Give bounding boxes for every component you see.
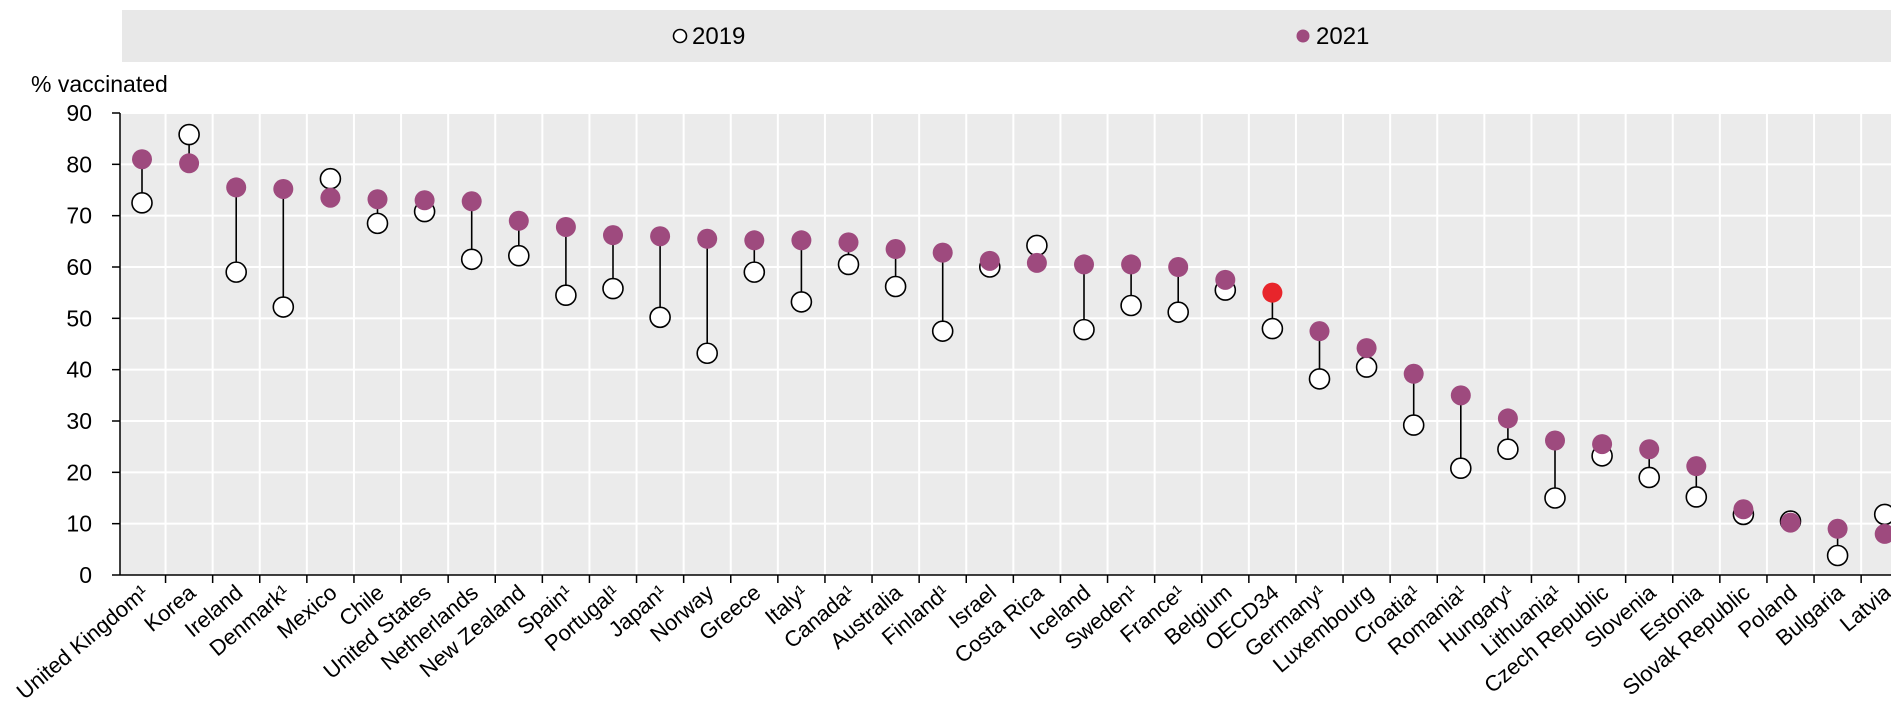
point-2019 [1497, 438, 1519, 461]
legend-2019-marker [672, 28, 688, 44]
point-2021 [1592, 434, 1613, 455]
plot-area [120, 113, 1891, 575]
point-2021 [838, 232, 859, 253]
point-2021 [1262, 282, 1283, 303]
point-2019 [555, 284, 577, 307]
legend-2021-label: 2021 [1316, 23, 1369, 50]
point-2019 [931, 320, 954, 342]
point-2021 [273, 178, 294, 199]
point-2019 [225, 261, 247, 283]
y-tick-label: 40 [66, 357, 92, 383]
point-2021 [1215, 269, 1236, 290]
point-2019 [1355, 356, 1378, 378]
point-2019 [1544, 487, 1566, 509]
point-2019 [1261, 317, 1284, 340]
point-2021 [1497, 408, 1518, 429]
y-tick-label: 70 [66, 203, 92, 229]
point-2019 [131, 192, 153, 214]
point-2019 [1450, 457, 1472, 480]
point-2019 [696, 342, 719, 365]
point-2019 [1308, 368, 1331, 390]
y-tick-label: 10 [66, 511, 92, 537]
point-2021 [603, 225, 623, 246]
point-2021 [179, 153, 200, 174]
point-2021 [979, 250, 1000, 271]
y-tick-label: 0 [79, 562, 92, 588]
point-2021 [1356, 338, 1377, 359]
point-2019 [1120, 294, 1142, 317]
point-2021 [1545, 430, 1565, 451]
point-2019 [1638, 466, 1660, 489]
y-tick-label: 90 [66, 100, 92, 126]
point-2021 [1450, 385, 1471, 406]
point-2019 [1402, 414, 1425, 436]
point-2019 [1685, 486, 1708, 508]
point-2019 [743, 261, 766, 283]
point-2021 [1026, 252, 1047, 273]
point-2021 [1074, 254, 1094, 275]
point-2021 [1733, 499, 1754, 520]
point-2021 [1780, 512, 1801, 533]
point-2019 [1167, 301, 1189, 323]
point-2019 [507, 244, 530, 267]
legend-2019-label: 2019 [692, 23, 745, 50]
gridlines [120, 112, 1891, 575]
axes [112, 112, 1891, 583]
point-2019 [272, 296, 295, 318]
y-tick-label: 80 [66, 151, 92, 177]
point-2021 [1168, 257, 1189, 277]
data-marks [131, 123, 1891, 567]
point-2019 [790, 291, 813, 313]
y-tick-label: 20 [66, 459, 92, 485]
point-2019 [366, 212, 389, 235]
point-2021 [320, 187, 341, 208]
point-2019 [837, 253, 860, 276]
point-2021 [1827, 518, 1848, 539]
legend-2021-marker [1296, 29, 1310, 43]
point-2021 [555, 216, 576, 237]
point-2021 [650, 226, 671, 247]
point-2019 [884, 275, 907, 298]
point-2021 [1403, 363, 1424, 384]
point-2019 [178, 123, 200, 146]
point-2021 [1121, 254, 1142, 275]
point-2021 [226, 177, 247, 198]
y-tick-label: 30 [66, 408, 92, 434]
point-2021 [461, 191, 482, 212]
point-2021 [1639, 439, 1660, 460]
y-tick-label: 50 [66, 305, 92, 331]
point-2021 [744, 230, 765, 251]
point-2021 [132, 149, 152, 170]
point-2021 [932, 242, 953, 263]
x-tick-labels: United Kingdom¹KoreaIrelandDenmark¹Mexic… [12, 579, 1891, 704]
y-tick-label: 60 [66, 254, 92, 280]
point-2019 [649, 306, 671, 329]
point-2021 [367, 189, 388, 210]
point-2021 [1874, 523, 1891, 544]
y-axis-title: % vaccinated [31, 71, 168, 97]
point-2019 [460, 248, 483, 271]
point-2019 [1873, 503, 1891, 526]
legend: 2019 2021 [672, 23, 1369, 50]
point-2019 [1026, 234, 1048, 257]
x-tick-label: Latvia [1835, 579, 1891, 636]
point-2021 [885, 239, 906, 260]
point-2021 [1686, 456, 1707, 477]
y-tick-labels: 0 10 20 30 40 50 60 70 80 90 [66, 100, 92, 588]
point-2019 [602, 277, 624, 300]
point-2019 [1826, 544, 1849, 567]
point-2019 [319, 167, 342, 190]
point-2021 [508, 210, 529, 231]
x-tick-label: United Kingdom¹ [12, 580, 154, 704]
point-2019 [1073, 318, 1095, 341]
point-2021 [697, 228, 718, 249]
point-2021 [1309, 321, 1330, 342]
point-2021 [791, 230, 812, 251]
legend-box [122, 10, 1891, 62]
point-2021 [414, 190, 435, 211]
